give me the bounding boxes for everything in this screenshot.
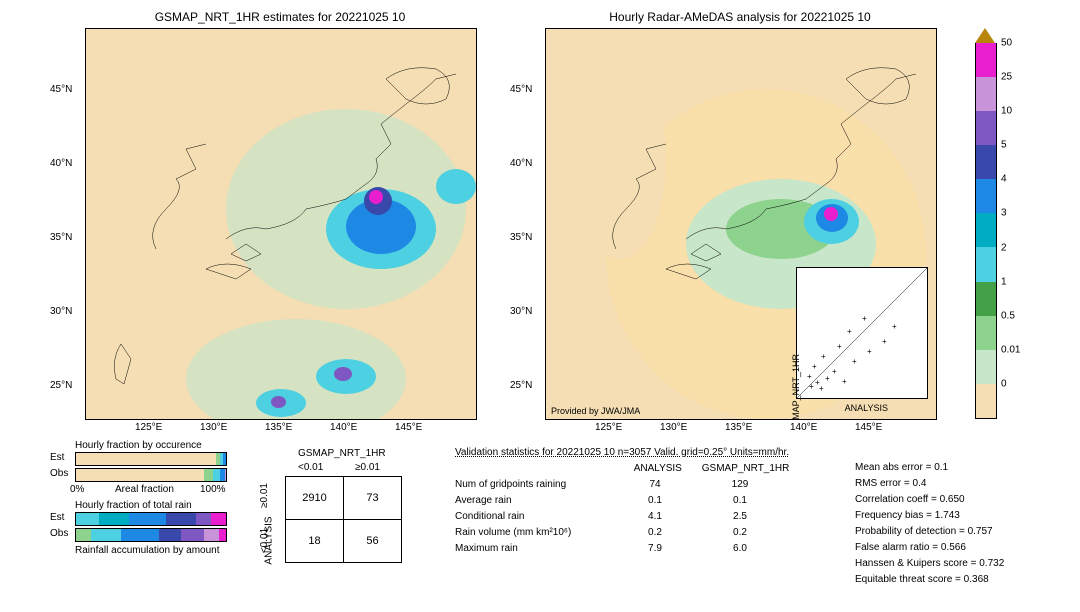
stat-row: Frequency bias = 1.743 <box>855 508 1004 524</box>
scatter-inset: + + + + + + + + + + + + + + + + <box>796 267 928 399</box>
validation-row: Average rain0.10.1 <box>455 493 796 509</box>
stat-row: RMS error = 0.4 <box>855 476 1004 492</box>
ytick: 40°N <box>510 158 532 169</box>
ytick: 35°N <box>50 232 72 243</box>
colorbar: 502510543210.50.010 <box>975 43 995 418</box>
xtick: 140°E <box>790 422 817 433</box>
validation-row: Num of gridpoints raining74129 <box>455 477 796 493</box>
cell-01: 73 <box>344 477 402 520</box>
validation-header: Validation statistics for 20221025 10 n=… <box>455 445 796 461</box>
colorbar-label: 5 <box>1001 140 1007 151</box>
validation-block: Validation statistics for 20221025 10 n=… <box>455 445 796 557</box>
map-left-title: GSMAP_NRT_1HR estimates for 20221025 10 <box>85 10 475 24</box>
obs-tot-bar <box>75 528 227 542</box>
ytick: 35°N <box>510 232 532 243</box>
row-obs: Obs <box>50 468 68 479</box>
totalrain-title: Hourly fraction of total rain <box>75 500 192 511</box>
row-obs2: Obs <box>50 528 68 539</box>
xlabel-mid: Areal fraction <box>115 484 174 495</box>
inset-xlabel: ANALYSIS <box>845 403 888 413</box>
ytick: 45°N <box>510 84 532 95</box>
xtick: 130°E <box>200 422 227 433</box>
est-tot-bar <box>75 512 227 526</box>
provided-by: Provided by JWA/JMA <box>551 406 640 416</box>
stat-row: Correlation coeff = 0.650 <box>855 492 1004 508</box>
occurrence-title: Hourly fraction by occurence <box>75 440 202 451</box>
matrix-row1: ≥0.01 <box>259 483 270 508</box>
stat-row: Equitable threat score = 0.368 <box>855 572 1004 588</box>
colorbar-label: 0.01 <box>1001 344 1020 355</box>
colorbar-label: 0 <box>1001 378 1007 389</box>
xtick: 135°E <box>265 422 292 433</box>
xlabel-100: 100% <box>200 484 226 495</box>
cell-00: 2910 <box>286 477 344 520</box>
ytick: 30°N <box>510 306 532 317</box>
colorbar-label: 4 <box>1001 174 1007 185</box>
colorbar-label: 3 <box>1001 208 1007 219</box>
col-analysis: ANALYSIS <box>623 461 693 477</box>
xtick: 125°E <box>595 422 622 433</box>
col-gsmap: GSMAP_NRT_1HR <box>696 461 796 477</box>
stat-row: Hanssen & Kuipers score = 0.732 <box>855 556 1004 572</box>
accum-title: Rainfall accumulation by amount <box>75 545 220 556</box>
row-est: Est <box>50 452 64 463</box>
cell-10: 18 <box>286 520 344 563</box>
validation-row: Conditional rain4.12.5 <box>455 509 796 525</box>
cell-11: 56 <box>344 520 402 563</box>
colorbar-label: 50 <box>1001 38 1012 49</box>
validation-stats: Mean abs error = 0.1RMS error = 0.4Corre… <box>855 460 1004 588</box>
row-est2: Est <box>50 512 64 523</box>
contingency-matrix: 291073 1856 <box>285 476 402 563</box>
ytick: 40°N <box>50 158 72 169</box>
stat-row: Probability of detection = 0.757 <box>855 524 1004 540</box>
xlabel-0: 0% <box>70 484 84 495</box>
stat-row: Mean abs error = 0.1 <box>855 460 1004 476</box>
xtick: 125°E <box>135 422 162 433</box>
colorbar-label: 10 <box>1001 106 1012 117</box>
matrix-col2: ≥0.01 <box>355 462 380 473</box>
validation-row: Maximum rain7.96.0 <box>455 541 796 557</box>
ytick: 25°N <box>50 380 72 391</box>
ytick: 30°N <box>50 306 72 317</box>
colorbar-label: 25 <box>1001 72 1012 83</box>
inset-ylabel: GSMAP_NRT_1HR <box>791 354 801 420</box>
xtick: 140°E <box>330 422 357 433</box>
colorbar-label: 0.5 <box>1001 310 1015 321</box>
map-right-title: Hourly Radar-AMeDAS analysis for 2022102… <box>545 10 935 24</box>
matrix-row2: <0.01 <box>259 528 270 553</box>
obs-occ-bar <box>75 468 227 482</box>
ytick: 45°N <box>50 84 72 95</box>
xtick: 145°E <box>395 422 422 433</box>
map-left <box>85 28 477 420</box>
xtick: 130°E <box>660 422 687 433</box>
colorbar-label: 1 <box>1001 276 1007 287</box>
xtick: 135°E <box>725 422 752 433</box>
stat-row: False alarm ratio = 0.566 <box>855 540 1004 556</box>
matrix-col1: <0.01 <box>298 462 323 473</box>
xtick: 145°E <box>855 422 882 433</box>
map-right: Provided by JWA/JMA + + + + + + + + + + … <box>545 28 937 420</box>
colorbar-label: 2 <box>1001 242 1007 253</box>
ytick: 25°N <box>510 380 532 391</box>
matrix-col-header: GSMAP_NRT_1HR <box>298 448 386 459</box>
est-occ-bar <box>75 452 227 466</box>
validation-row: Rain volume (mm km²10⁶)0.20.2 <box>455 525 796 541</box>
